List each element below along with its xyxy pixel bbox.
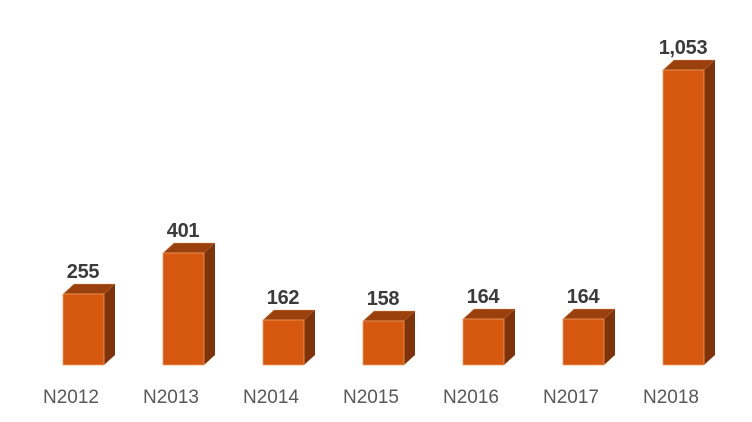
data-label: 401 bbox=[167, 220, 200, 242]
category-axis-label: N2018 bbox=[643, 387, 699, 408]
bar-N2016[interactable]: 164 N2016 bbox=[443, 286, 517, 408]
data-label: 1,053 bbox=[659, 37, 708, 59]
bar-front-face bbox=[162, 252, 205, 366]
bar-side-face bbox=[404, 311, 415, 365]
bar-front-face bbox=[62, 293, 105, 366]
category-axis-label: N2017 bbox=[543, 387, 599, 408]
bar-side-face bbox=[604, 309, 615, 365]
data-label: 162 bbox=[267, 287, 300, 309]
data-label: 164 bbox=[467, 286, 501, 308]
category-axis-label: N2015 bbox=[343, 387, 399, 408]
bar-front-face bbox=[262, 319, 305, 366]
bar-front-face bbox=[662, 69, 705, 366]
bar-N2013[interactable]: 401 N2013 bbox=[143, 220, 217, 408]
category-axis-label: N2014 bbox=[243, 387, 299, 408]
bar-N2014[interactable]: 162 N2014 bbox=[243, 287, 317, 408]
category-axis-label: N2012 bbox=[43, 387, 99, 408]
data-label: 255 bbox=[67, 261, 100, 283]
category-axis-label: N2013 bbox=[143, 387, 199, 408]
bar-side-face bbox=[204, 243, 215, 365]
bar-N2012[interactable]: 255 N2012 bbox=[43, 261, 117, 408]
category-axis-label: N2016 bbox=[443, 387, 499, 408]
bar-side-face bbox=[304, 310, 315, 365]
bar-front-face bbox=[362, 320, 405, 366]
bar-side-face bbox=[104, 284, 115, 365]
bar-side-face bbox=[704, 60, 715, 365]
data-label: 158 bbox=[367, 288, 400, 310]
bar-N2017[interactable]: 164 N2017 bbox=[543, 286, 617, 408]
bar-front-face bbox=[462, 318, 505, 366]
bar-N2015[interactable]: 158 N2015 bbox=[343, 288, 417, 408]
bar-front-face bbox=[562, 318, 605, 366]
bar-side-face bbox=[504, 309, 515, 365]
data-label: 164 bbox=[567, 286, 601, 308]
bar-N2018[interactable]: 1,053 N2018 bbox=[643, 37, 717, 408]
